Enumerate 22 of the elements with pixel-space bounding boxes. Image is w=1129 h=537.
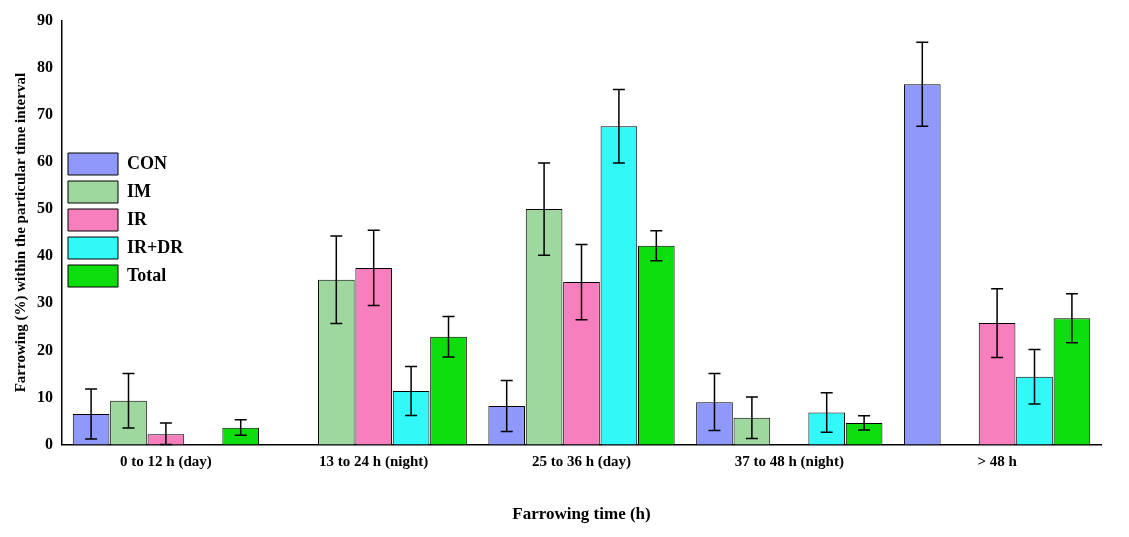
x-tick-label: > 48 h xyxy=(977,453,1018,470)
legend-label: IR+DR xyxy=(127,236,185,257)
y-tick-label: 60 xyxy=(37,152,53,170)
x-tick-label: 13 to 24 h (night) xyxy=(319,453,429,471)
y-tick-label: 0 xyxy=(45,434,53,452)
y-tick-label: 90 xyxy=(37,10,53,28)
x-axis-title: Farrowing time (h) xyxy=(512,504,651,524)
legend-label: IR xyxy=(127,208,148,229)
y-tick-label: 30 xyxy=(37,293,53,311)
legend-label: IM xyxy=(127,180,151,201)
y-tick-label: 70 xyxy=(37,104,53,122)
x-tick-label: 0 to 12 h (day) xyxy=(120,453,212,471)
x-tick-label: 37 to 48 h (night) xyxy=(734,453,844,471)
y-tick-label: 50 xyxy=(37,199,53,217)
legend-label: CON xyxy=(127,152,167,173)
y-axis-title: Farrowing (%) within the particular time interval xyxy=(11,72,29,393)
x-tick-label: 25 to 36 h (day) xyxy=(531,453,632,471)
y-tick-label: 80 xyxy=(37,57,53,75)
y-tick-label: 10 xyxy=(37,387,53,405)
y-tick-label: 40 xyxy=(37,246,53,264)
legend-label: Total xyxy=(127,264,167,285)
y-tick-label: 20 xyxy=(37,340,53,358)
